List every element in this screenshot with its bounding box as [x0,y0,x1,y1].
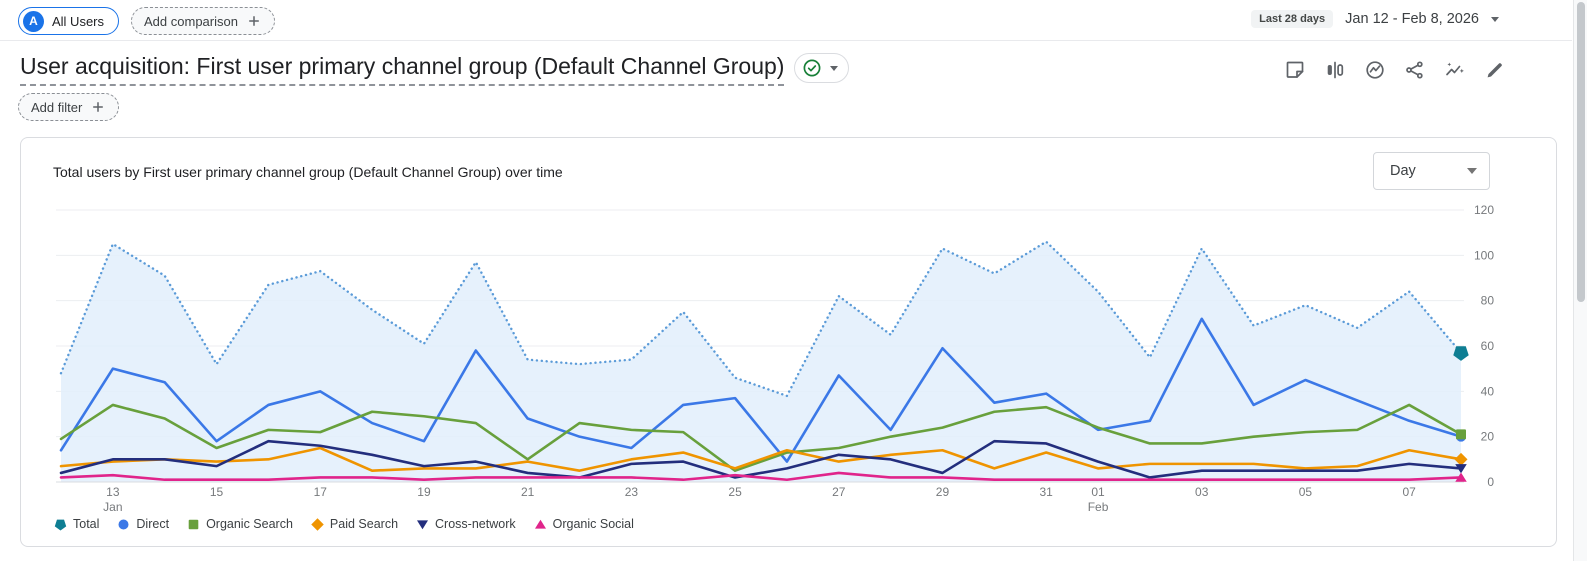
share-icon [1406,61,1423,79]
sparkline-icon [1446,62,1464,76]
direct-marker-icon [118,519,129,529]
chevron-down-icon [1491,16,1499,22]
notes-button[interactable] [1283,58,1307,82]
svg-text:40: 40 [1481,384,1495,398]
organic-social-marker-icon [534,519,546,529]
add-comparison-button[interactable]: Add comparison [131,7,275,35]
legend-label: Direct [136,517,170,531]
granularity-value: Day [1390,163,1416,179]
add-comparison-label: Add comparison [144,13,238,29]
svg-text:15: 15 [210,485,224,499]
svg-text:17: 17 [314,485,328,499]
legend-label: Organic Social [552,517,634,531]
svg-text:05: 05 [1299,485,1313,499]
svg-text:0: 0 [1487,475,1494,489]
svg-text:80: 80 [1481,294,1495,308]
compare-icon [1327,61,1344,79]
dimension-verified-dropdown[interactable] [794,53,850,83]
audience-chip-all-users[interactable]: A All Users [18,7,120,35]
chart-title: Total users by First user primary channe… [53,164,563,180]
svg-text:25: 25 [728,485,742,499]
audience-avatar: A [23,10,44,32]
legend-label: Organic Search [206,517,293,531]
svg-text:23: 23 [625,485,639,499]
legend-item-direct[interactable]: Direct [117,517,169,531]
cross-network-marker-icon [417,519,429,529]
svg-text:01: 01 [1091,485,1105,499]
top-bar: A All Users Add comparison [18,7,275,35]
legend-label: Total [73,517,100,531]
compare-button[interactable] [1323,58,1347,82]
page-title[interactable]: User acquisition: First user primary cha… [20,52,785,86]
edit-icon [1487,63,1502,78]
share-button[interactable] [1403,58,1427,82]
svg-text:19: 19 [417,485,431,499]
legend-label: Paid Search [329,517,399,531]
audience-chip-label: All Users [52,13,105,29]
chevron-down-icon [830,65,839,71]
header-divider [0,40,1572,41]
svg-text:03: 03 [1195,485,1209,499]
sparkline-button[interactable] [1443,58,1467,82]
legend-label: Cross-network [435,517,516,531]
svg-text:27: 27 [832,485,846,499]
svg-text:07: 07 [1402,485,1416,499]
legend-item-cross-network[interactable]: Cross-network [416,517,516,531]
page-scrollbar [1573,0,1587,561]
insights-icon [1366,61,1384,79]
check-circle-icon [804,59,821,77]
add-filter-label: Add filter [31,99,83,115]
notes-icon [1286,61,1304,78]
svg-text:29: 29 [936,485,950,499]
svg-text:60: 60 [1481,339,1495,353]
legend-item-organic-search[interactable]: Organic Search [187,517,293,531]
svg-text:120: 120 [1474,203,1494,217]
insights-button[interactable] [1363,58,1387,82]
date-range-selector[interactable]: Last 28 days Jan 12 - Feb 8, 2026 [1251,10,1499,28]
svg-text:Feb: Feb [1088,500,1109,514]
chevron-down-icon [1467,168,1477,174]
date-preset-badge: Last 28 days [1251,10,1334,28]
legend-item-paid-search[interactable]: Paid Search [311,517,398,531]
title-row: User acquisition: First user primary cha… [20,52,850,86]
edit-button[interactable] [1483,58,1507,82]
plus-icon [249,16,259,26]
organic-search-marker-icon [188,519,199,529]
chart-legend: Total Direct Organic Search Paid Search Cros… [54,517,634,531]
svg-text:20: 20 [1481,430,1495,444]
plus-icon [93,102,104,112]
total-marker-icon [54,519,67,530]
legend-item-total[interactable]: Total [54,517,99,531]
svg-text:Jan: Jan [103,500,122,514]
add-filter-button[interactable]: Add filter [18,93,120,121]
paid-search-marker-icon [311,517,324,531]
date-range-value: Jan 12 - Feb 8, 2026 [1345,11,1479,27]
report-toolbar [1283,58,1507,82]
chart-card: Total users by First user primary channe… [20,137,1557,547]
svg-text:13: 13 [106,485,120,499]
svg-text:31: 31 [1040,485,1054,499]
svg-text:100: 100 [1474,248,1494,262]
legend-item-organic-social[interactable]: Organic Social [534,517,634,531]
svg-text:21: 21 [521,485,535,499]
granularity-select[interactable]: Day [1373,152,1490,190]
scrollbar-thumb[interactable] [1576,2,1585,302]
